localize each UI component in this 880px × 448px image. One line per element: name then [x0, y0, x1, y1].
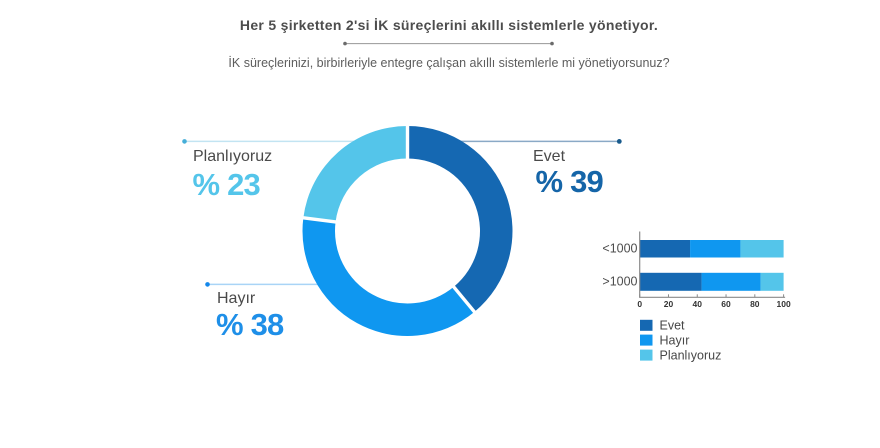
svg-text:Evet: Evet [660, 319, 686, 333]
svg-text:>1000: >1000 [602, 275, 637, 289]
svg-text:0: 0 [637, 299, 642, 309]
svg-text:100: 100 [777, 299, 791, 309]
svg-text:40: 40 [693, 299, 703, 309]
svg-text:Planlıyoruz: Planlıyoruz [660, 348, 722, 362]
svg-text:60: 60 [721, 299, 731, 309]
svg-text:80: 80 [750, 299, 760, 309]
svg-text:<1000: <1000 [602, 241, 637, 255]
svg-text:20: 20 [664, 299, 674, 309]
svg-text:Hayır: Hayır [660, 333, 690, 347]
